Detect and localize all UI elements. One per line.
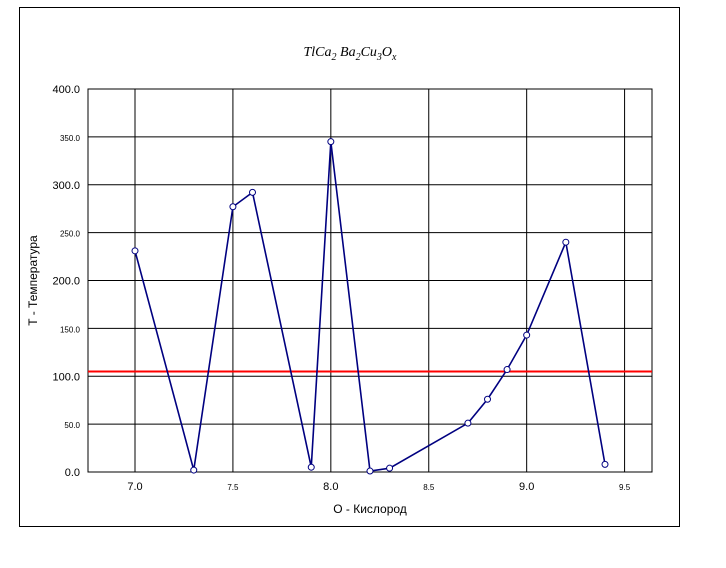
data-point: [366, 467, 374, 475]
series-group: [131, 138, 609, 475]
data-point: [503, 366, 511, 374]
data-point: [484, 395, 491, 403]
title-subscript: x: [391, 52, 397, 63]
data-point: [327, 138, 335, 146]
title-segment: O: [382, 45, 392, 60]
data-point: [523, 331, 531, 339]
data-point: [307, 463, 315, 471]
tick-labels-group: 0.0 50.0 100.0 150.0 200.0 250.0 300.0 350.0 400…: [52, 84, 630, 493]
y-tick-label: 200.0: [52, 276, 80, 288]
x-axis-label: O - Кислород: [333, 502, 407, 516]
x-tick-label: 7.5: [227, 483, 239, 492]
y-tick-label: 100.0: [52, 371, 80, 383]
title-segment: Ba: [337, 45, 356, 60]
y-tick-label: 0.0: [65, 467, 80, 479]
series-line: [134, 141, 606, 472]
data-point: [386, 464, 394, 472]
data-point: [464, 419, 472, 427]
data-point: [131, 247, 139, 255]
x-tick-label: 8.5: [423, 483, 435, 492]
title-segment: TlCa: [304, 45, 332, 60]
y-tick-label: 250.0: [60, 230, 81, 239]
data-point: [601, 460, 609, 468]
title-subscript: 2: [356, 52, 361, 63]
title-subscript: 2: [332, 52, 337, 63]
grid-group: [87, 88, 653, 473]
chart-frame: TlCa2 Ba2Cu3Ox 0.0 50.0 100.0 150.0 200.0 250…: [19, 7, 680, 527]
y-axis-label: T - Температура: [26, 235, 40, 326]
data-point: [229, 203, 237, 211]
title-segment: Cu: [361, 45, 377, 60]
data-point: [249, 188, 256, 196]
y-tick-label: 50.0: [64, 421, 80, 430]
x-tick-label: 7.0: [127, 481, 142, 493]
y-tick-label: 150.0: [60, 325, 81, 334]
line-chart: TlCa2 Ba2Cu3Ox 0.050.0100.0150.0200.0250…: [26, 45, 653, 516]
data-point: [562, 238, 570, 246]
title-subscript: 3: [376, 52, 382, 63]
y-tick-label: 350.0: [60, 134, 81, 143]
x-tick-label: 9.0: [519, 481, 534, 493]
chart-title: TlCa2 Ba2Cu3Ox: [304, 45, 398, 63]
y-tick-label: 300.0: [52, 180, 80, 192]
y-tick-label: 400.0: [52, 84, 80, 96]
data-point: [190, 466, 198, 474]
x-tick-label: 9.5: [619, 483, 631, 492]
chart-title-group: TlCa2 Ba2Cu3Ox: [304, 45, 398, 63]
x-tick-label: 8.0: [323, 481, 338, 493]
